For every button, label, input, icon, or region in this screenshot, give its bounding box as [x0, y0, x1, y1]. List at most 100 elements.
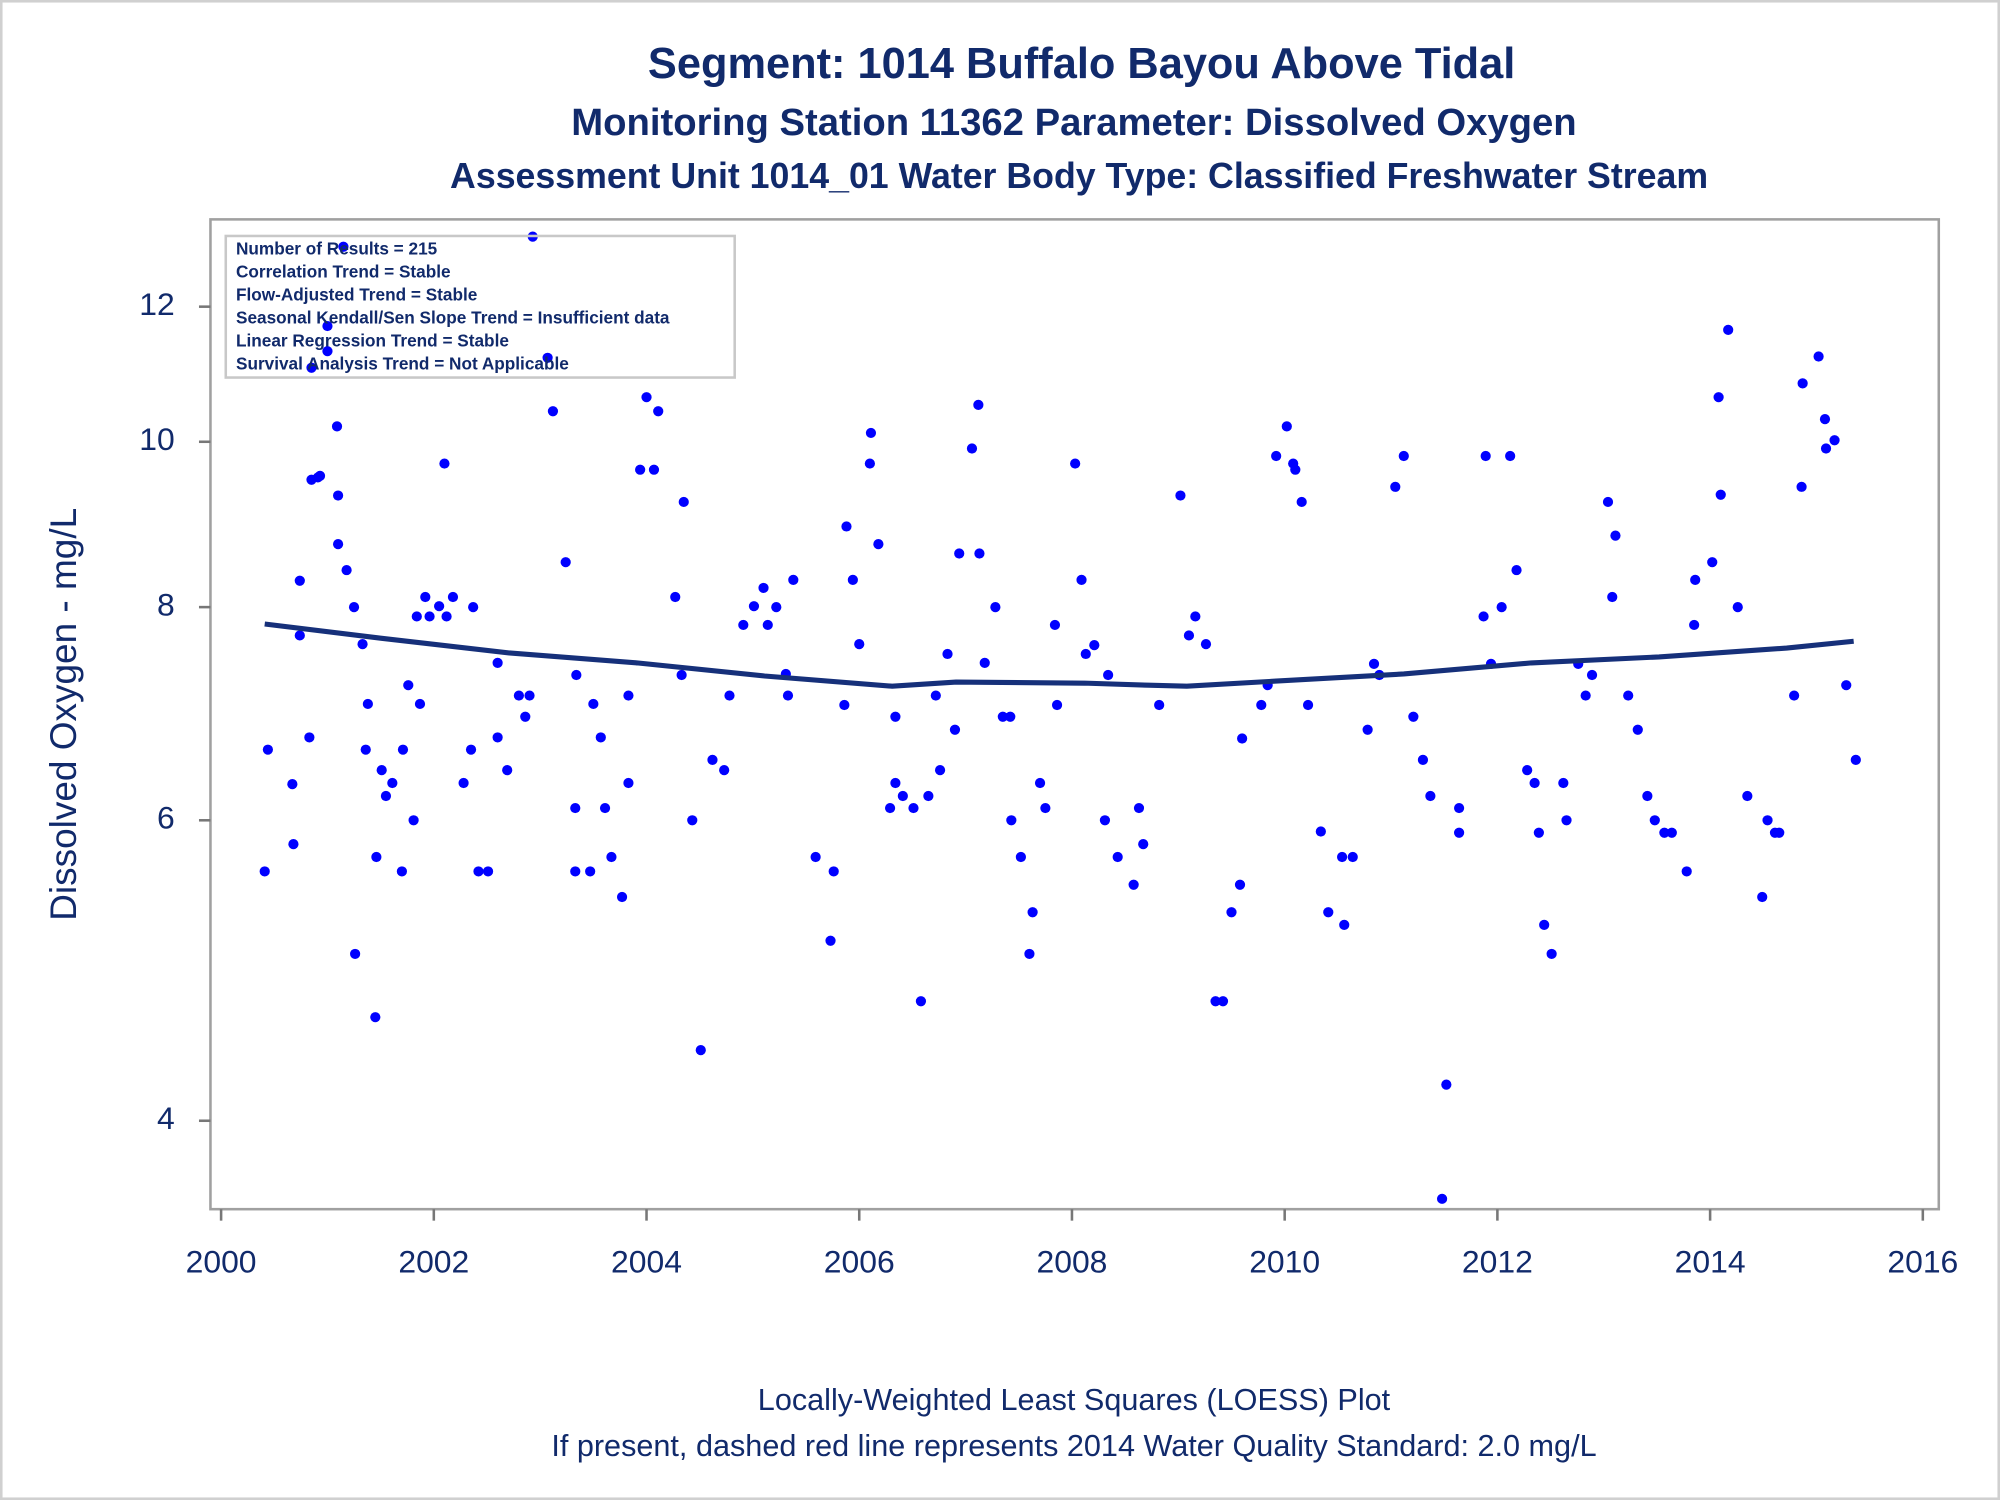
data-point	[695, 1045, 706, 1056]
data-point	[1732, 602, 1743, 613]
data-point	[1190, 611, 1201, 622]
y-tick-label: 8	[157, 587, 175, 623]
data-point	[332, 490, 344, 501]
data-point	[1841, 680, 1852, 691]
data-point	[348, 602, 360, 613]
chart-title: Segment: 1014 Buffalo Bayou Above Tidal	[648, 40, 1515, 88]
data-point	[1070, 458, 1081, 469]
data-point	[524, 690, 535, 701]
data-point	[934, 765, 946, 776]
data-point	[322, 346, 333, 357]
data-point	[1175, 490, 1186, 501]
data-point	[841, 521, 852, 532]
data-point	[403, 680, 414, 691]
data-point	[1813, 351, 1824, 362]
data-point	[997, 711, 1008, 722]
data-point	[825, 935, 836, 946]
data-point	[1533, 827, 1544, 838]
y-tick-label: 4	[157, 1100, 175, 1136]
data-point	[371, 851, 382, 863]
data-point	[1302, 699, 1314, 711]
x-tick-label: 2006	[824, 1243, 895, 1279]
data-point	[1024, 948, 1035, 960]
data-point	[408, 815, 419, 826]
data-point	[396, 866, 408, 877]
data-point	[1757, 891, 1768, 903]
data-point	[1015, 851, 1027, 863]
data-point	[782, 690, 794, 701]
data-point	[560, 557, 571, 568]
data-point	[259, 866, 270, 877]
data-point	[954, 548, 965, 559]
data-point	[513, 690, 524, 701]
data-point	[434, 601, 445, 612]
x-tick-label: 2004	[611, 1243, 682, 1279]
data-point	[1425, 790, 1436, 802]
data-point	[748, 601, 760, 612]
y-axis-label: Dissolved Oxygen - mg/L	[43, 508, 84, 921]
data-point	[974, 548, 985, 559]
data-point	[492, 732, 503, 743]
data-point	[707, 754, 718, 765]
data-point	[990, 602, 1001, 613]
x-tick-label: 2002	[398, 1243, 469, 1279]
data-point	[847, 574, 858, 585]
data-point	[864, 458, 875, 469]
data-point	[420, 591, 431, 603]
data-point	[1323, 907, 1334, 918]
data-point	[465, 744, 477, 755]
data-point	[1210, 996, 1221, 1007]
data-point	[1649, 815, 1660, 826]
data-point	[1339, 919, 1350, 931]
data-point	[1408, 711, 1419, 722]
data-point	[670, 591, 681, 603]
data-point	[758, 582, 769, 594]
data-point	[1217, 996, 1229, 1007]
data-point	[370, 1012, 381, 1023]
data-point	[1051, 699, 1063, 711]
data-point	[839, 699, 850, 711]
data-point	[623, 777, 634, 789]
x-tick-label: 2012	[1462, 1243, 1533, 1279]
data-point	[595, 732, 606, 743]
data-point	[1417, 754, 1429, 765]
data-point	[1580, 690, 1591, 701]
data-point	[1796, 481, 1807, 492]
data-point	[1237, 733, 1248, 744]
data-point	[828, 866, 839, 877]
data-point	[1296, 496, 1307, 508]
data-point	[1006, 815, 1017, 826]
data-point	[1539, 919, 1550, 931]
data-point	[1480, 450, 1491, 462]
data-point	[979, 657, 990, 668]
data-point	[1546, 948, 1557, 960]
data-point	[357, 639, 368, 650]
data-point	[678, 496, 689, 508]
data-point	[949, 724, 961, 735]
data-point	[441, 611, 452, 622]
data-point	[387, 777, 398, 789]
x-tick-label: 2008	[1036, 1243, 1107, 1279]
x-tick-label: 2010	[1249, 1243, 1320, 1279]
data-point	[908, 802, 919, 814]
data-point	[1226, 907, 1237, 918]
data-point	[897, 790, 908, 802]
data-point	[585, 866, 596, 877]
data-point	[1368, 658, 1380, 669]
data-point	[547, 406, 559, 417]
data-point	[1256, 699, 1267, 711]
data-point	[294, 575, 305, 586]
data-point	[1511, 564, 1522, 576]
stats-line: Survival Analysis Trend = Not Applicable	[236, 353, 569, 373]
data-point	[762, 619, 773, 631]
data-point	[304, 732, 315, 743]
data-point	[648, 464, 660, 475]
data-point	[1049, 619, 1061, 631]
data-point	[1290, 464, 1301, 475]
data-point	[1281, 421, 1292, 432]
data-point	[1607, 591, 1618, 603]
chart-subtitle: Assessment Unit 1014_01 Water Body Type:…	[450, 156, 1708, 196]
data-point	[1076, 574, 1087, 585]
data-point	[623, 690, 634, 701]
